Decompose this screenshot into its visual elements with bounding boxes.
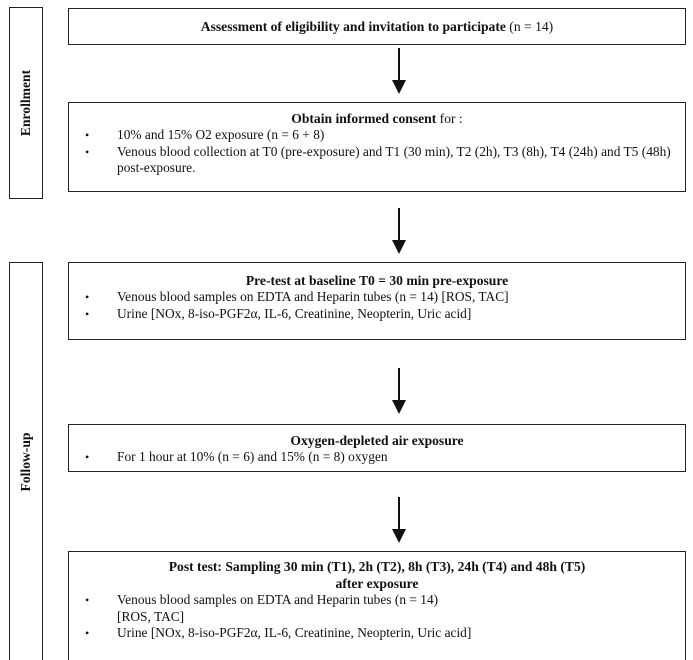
oxygen-exposure-box: Oxygen-depleted air exposure For 1 hour … (68, 424, 686, 472)
arrow-down-icon (392, 368, 406, 414)
eligibility-title: Assessment of eligibility and invitation… (79, 18, 675, 35)
pre-test-box: Pre-test at baseline T0 = 30 min pre-exp… (68, 262, 686, 340)
enrollment-label-text: Enrollment (18, 69, 33, 137)
post-test-list: Venous blood samples on EDTA and Heparin… (79, 592, 675, 642)
pre-test-title: Pre-test at baseline T0 = 30 min pre-exp… (79, 272, 675, 289)
eligibility-box: Assessment of eligibility and invitation… (68, 8, 686, 45)
post-test-item-blood-markers: [ROS, TAC] (117, 608, 185, 624)
pre-test-list: Venous blood samples on EDTA and Heparin… (79, 289, 675, 322)
informed-consent-box: Obtain informed consent for : 10% and 15… (68, 102, 686, 192)
list-item: Urine [NOx, 8-iso-PGF2α, IL-6, Creatinin… (79, 625, 675, 642)
eligibility-title-count: (n = 14) (505, 19, 554, 34)
exposure-title: Oxygen-depleted air exposure (79, 432, 675, 449)
consent-title-bold: Obtain informed consent (291, 111, 437, 126)
post-test-item-blood: Venous blood samples on EDTA and Heparin… (117, 592, 439, 607)
pre-test-title-bold: Pre-test at baseline T0 = 30 min pre-exp… (245, 273, 509, 288)
exposure-title-bold: Oxygen-depleted air exposure (290, 433, 464, 448)
post-test-box: Post test: Sampling 30 min (T1), 2h (T2)… (68, 551, 686, 660)
post-test-title-line1: Post test: Sampling 30 min (T1), 2h (T2)… (168, 559, 586, 574)
list-item: Venous blood collection at T0 (pre-expos… (79, 144, 675, 177)
list-item: Venous blood samples on EDTA and Heparin… (79, 592, 675, 625)
arrow-down-icon (392, 497, 406, 543)
enrollment-section-label: Enrollment (9, 7, 43, 199)
follow-up-section-label: Follow-up (9, 262, 43, 660)
list-item: Urine [NOx, 8-iso-PGF2α, IL-6, Creatinin… (79, 306, 675, 323)
consent-title: Obtain informed consent for : (79, 110, 675, 127)
consent-list: 10% and 15% O2 exposure (n = 6 + 8) Veno… (79, 127, 675, 177)
post-test-title-line2: after exposure (335, 576, 419, 591)
arrow-down-icon (392, 48, 406, 94)
arrow-down-icon (392, 208, 406, 254)
post-test-title: Post test: Sampling 30 min (T1), 2h (T2)… (79, 558, 675, 592)
exposure-list: For 1 hour at 10% (n = 6) and 15% (n = 8… (79, 449, 675, 466)
follow-up-label-text: Follow-up (18, 432, 33, 491)
list-item: For 1 hour at 10% (n = 6) and 15% (n = 8… (79, 449, 675, 466)
eligibility-title-bold: Assessment of eligibility and invitation… (200, 19, 506, 34)
list-item: 10% and 15% O2 exposure (n = 6 + 8) (79, 127, 675, 144)
consent-title-suffix: for : (436, 111, 463, 126)
list-item: Venous blood samples on EDTA and Heparin… (79, 289, 675, 306)
